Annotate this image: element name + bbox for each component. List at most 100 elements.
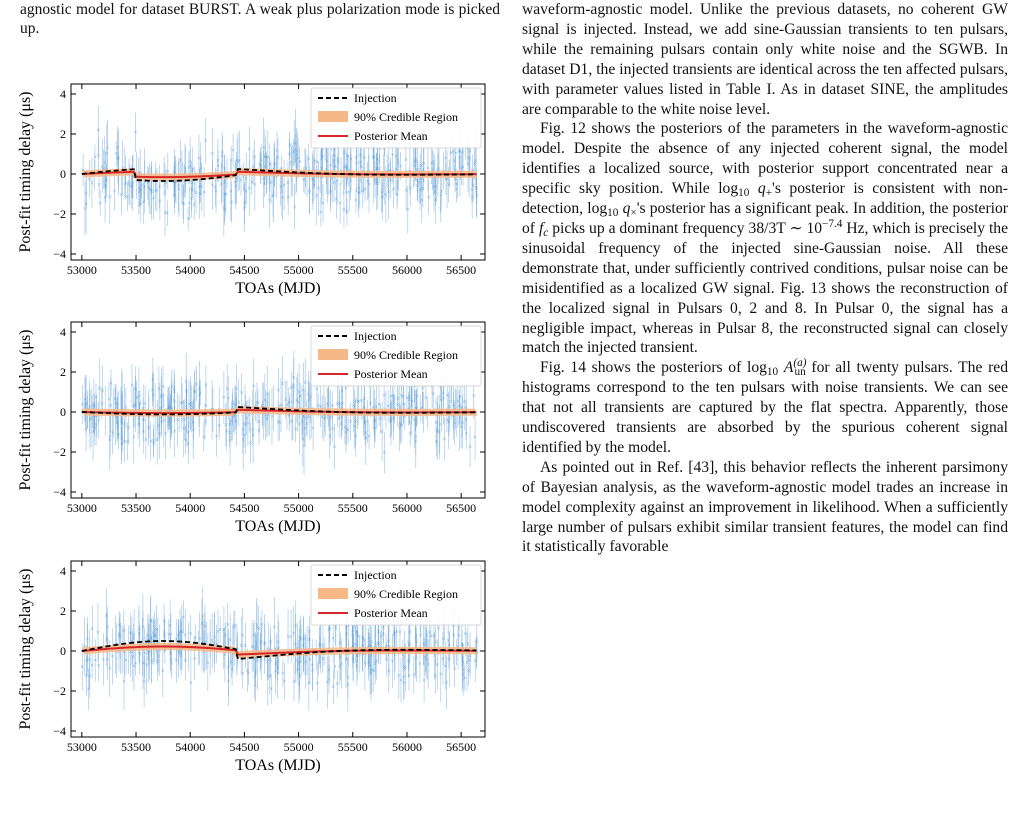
data-point: × [432, 183, 436, 191]
data-point: × [210, 637, 214, 645]
data-point: × [176, 416, 180, 424]
y-tick-label: 0 [60, 405, 66, 419]
data-point: × [248, 439, 252, 447]
data-point: × [398, 424, 402, 432]
data-point: × [296, 154, 300, 162]
data-point: × [301, 387, 305, 395]
data-point: × [459, 423, 463, 431]
data-point: × [367, 180, 371, 188]
data-point: × [114, 150, 118, 158]
data-point: × [376, 639, 380, 647]
data-point: × [460, 149, 464, 157]
data-point: × [106, 624, 110, 632]
legend: Injection 90% Credible Region Posterior Me… [310, 87, 482, 149]
data-point: × [124, 404, 128, 412]
data-point: × [387, 643, 391, 651]
data-point: × [192, 655, 196, 663]
data-point: × [137, 630, 141, 638]
data-point: × [437, 429, 441, 437]
data-point: × [307, 155, 311, 163]
data-point: × [200, 183, 204, 191]
data-point: × [266, 675, 270, 683]
data-point: × [247, 411, 251, 419]
data-point: × [88, 416, 92, 424]
data-point: × [243, 199, 247, 207]
data-point: × [94, 413, 98, 421]
data-point: × [458, 147, 462, 155]
data-point: × [134, 129, 138, 137]
data-point: × [315, 385, 319, 393]
data-point: × [463, 674, 467, 682]
data-point: × [433, 652, 437, 660]
data-point: × [362, 154, 366, 162]
data-point: × [445, 392, 449, 400]
data-point: × [425, 650, 429, 658]
data-point: × [257, 427, 261, 435]
data-point: × [192, 201, 196, 209]
data-point: × [243, 402, 247, 410]
data-point: × [373, 417, 377, 425]
legend-credible-swatch [318, 588, 348, 599]
data-point: × [410, 403, 414, 411]
data-point: × [251, 410, 255, 418]
y-axis-label: Post-fit timing delay (μs) [17, 329, 34, 490]
paragraph-4: As pointed out in Ref. [43], this behavi… [522, 458, 1008, 556]
data-point: × [263, 412, 267, 420]
y-tick-label: −4 [53, 485, 66, 499]
data-point: × [334, 196, 338, 204]
data-point: × [314, 652, 318, 660]
data-point: × [197, 392, 201, 400]
data-point: × [264, 153, 268, 161]
data-point: × [353, 640, 357, 648]
data-point: × [218, 626, 222, 634]
data-point: × [421, 385, 425, 393]
data-point: × [146, 656, 150, 664]
data-point: × [237, 399, 241, 407]
data-point: × [414, 654, 418, 662]
data-point: × [103, 194, 107, 202]
data-point: × [219, 180, 223, 188]
timing-plot-1-svg: ××××××××××××××××××××× ×××××××××××××××××××… [17, 83, 486, 297]
data-point: × [402, 673, 406, 681]
x-tick-label: 56500 [446, 740, 476, 754]
data-point: × [84, 672, 88, 680]
data-point: × [239, 177, 243, 185]
data-point: × [236, 645, 240, 653]
legend-label: Injection [354, 568, 397, 582]
data-point: × [433, 188, 437, 196]
data-point: × [142, 678, 146, 686]
x-tick-label: 54000 [175, 501, 205, 515]
data-point: × [240, 389, 244, 397]
data-point: × [296, 399, 300, 407]
data-point: × [263, 154, 267, 162]
data-point: × [359, 397, 363, 405]
data-point: × [302, 443, 306, 451]
data-point: × [422, 160, 426, 168]
data-point: × [346, 153, 350, 161]
data-point: × [96, 628, 100, 636]
data-point: × [358, 650, 362, 658]
data-point: × [214, 187, 218, 195]
data-point: × [432, 632, 436, 640]
data-point: × [143, 649, 147, 657]
data-point: × [380, 428, 384, 436]
data-point: × [457, 148, 461, 156]
data-point: × [442, 395, 446, 403]
data-point: × [297, 388, 301, 396]
data-point: × [121, 164, 125, 172]
data-point: × [141, 199, 145, 207]
data-point: × [210, 182, 214, 190]
data-point: × [400, 392, 404, 400]
data-point: × [222, 204, 226, 212]
data-point: × [302, 635, 306, 643]
data-point: × [288, 142, 292, 150]
data-point: × [358, 189, 362, 197]
data-point: × [164, 179, 168, 187]
data-point: × [230, 198, 234, 206]
axes-frame [70, 321, 486, 499]
data-point: × [431, 390, 435, 398]
data-point: × [241, 631, 245, 639]
data-point: × [449, 398, 453, 406]
data-point: × [151, 194, 155, 202]
data-point: × [163, 209, 167, 217]
